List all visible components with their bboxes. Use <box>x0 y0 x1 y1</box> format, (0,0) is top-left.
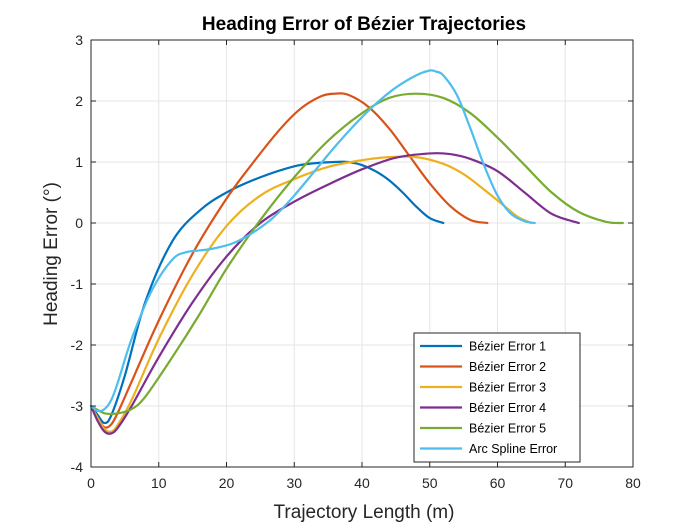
x-tick-label: 0 <box>87 475 95 491</box>
series-line-2 <box>89 92 489 429</box>
series-line-5 <box>89 92 624 416</box>
legend-box <box>413 332 581 463</box>
y-tick-label: -2 <box>71 337 84 353</box>
series-line-3 <box>89 155 533 433</box>
y-tick-label: -1 <box>71 276 84 292</box>
y-tick-label: 3 <box>75 32 83 48</box>
series-line-4 <box>89 152 580 435</box>
axes <box>90 39 634 468</box>
y-tick-label: -3 <box>71 398 84 414</box>
legend: Bézier Error 1 Bézier Error 2 Bézier Error… <box>413 332 581 463</box>
legend-label: Bézier Error 5 <box>469 422 546 436</box>
x-tick-label: 20 <box>219 475 235 491</box>
x-tick-label: 30 <box>286 475 302 491</box>
legend-label: Arc Spline Error <box>469 442 557 456</box>
x-tick-label: 40 <box>354 475 370 491</box>
y-axis-title: Heading Error (°) <box>41 182 62 326</box>
y-tick-label: 1 <box>75 154 83 170</box>
x-tick-label: 70 <box>557 475 573 491</box>
chart-title: Heading Error of Bézier Trajectories <box>202 14 526 35</box>
legend-label: Bézier Error 4 <box>469 401 546 415</box>
legend-label: Bézier Error 1 <box>469 340 546 354</box>
x-tick-label: 60 <box>490 475 506 491</box>
legend-label: Bézier Error 3 <box>469 381 546 395</box>
series-line-1 <box>89 160 445 425</box>
tick-labels: 0 10 20 30 40 50 60 70 80 -4 -3 -2 -1 0 1 2 3 <box>71 32 641 491</box>
series-lines <box>89 69 624 435</box>
x-axis-title: Trajectory Length (m) <box>274 502 455 523</box>
y-tick-label: 0 <box>75 215 83 231</box>
x-tick-label: 80 <box>625 475 641 491</box>
y-tick-label: -4 <box>71 459 84 475</box>
legend-label: Bézier Error 2 <box>469 360 546 374</box>
series-line-6 <box>89 69 536 413</box>
x-tick-label: 50 <box>422 475 438 491</box>
y-tick-label: 2 <box>75 93 83 109</box>
x-tick-label: 10 <box>151 475 167 491</box>
